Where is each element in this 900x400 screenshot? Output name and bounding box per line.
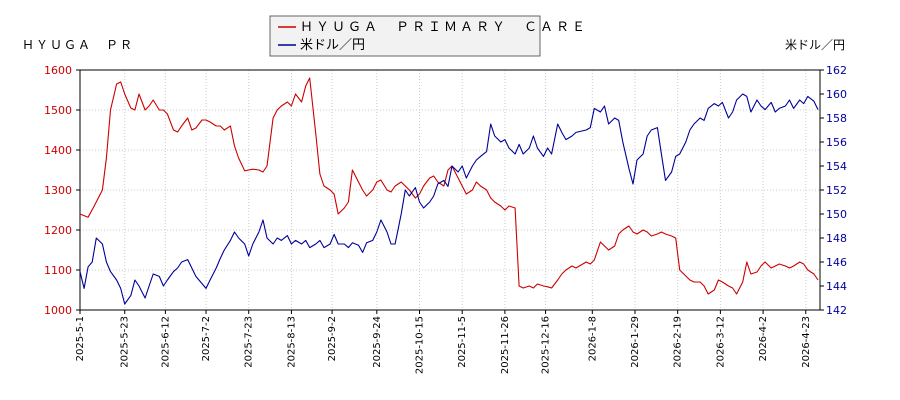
tick-label-right: 160 xyxy=(826,88,847,101)
tick-label-x: 2026-1-29 xyxy=(630,316,641,368)
tick-label-x: 2026-4-2 xyxy=(758,316,769,361)
tick-label-left: 1200 xyxy=(44,224,72,237)
series-line-hyuga xyxy=(79,77,819,295)
tick-label-left: 1100 xyxy=(44,264,72,277)
series-lines xyxy=(79,77,819,305)
tick-label-x: 2025-10-15 xyxy=(415,316,426,374)
tick-label-right: 146 xyxy=(826,256,847,269)
legend-label-hyuga: ＨＹＵＧＡ ＰＲＩＭＡＲＹ ＣＡＲＥ xyxy=(300,20,588,35)
tick-label-right: 142 xyxy=(826,304,847,317)
tick-label-x: 2025-8-13 xyxy=(286,316,297,368)
tick-label-x: 2025-9-2 xyxy=(327,316,338,361)
tick-label-right: 152 xyxy=(826,184,847,197)
tick-label-left: 1600 xyxy=(44,64,72,77)
tick-label-x: 2025-7-23 xyxy=(244,316,255,368)
tick-label-x: 2025-11-26 xyxy=(500,316,511,374)
chart-legend: ＨＹＵＧＡ ＰＲＩＭＡＲＹ ＣＡＲＥ 米ドル／円 xyxy=(269,15,588,57)
tick-label-left: 1000 xyxy=(44,304,72,317)
tick-label-x: 2025-12-16 xyxy=(541,316,552,374)
tick-label-right: 154 xyxy=(826,160,847,173)
left-axis-title: ＨＹＵＧＡ ＰＲ xyxy=(22,38,134,52)
tick-label-x: 2026-4-23 xyxy=(801,316,812,368)
tick-label-x: 2025-6-12 xyxy=(160,316,171,368)
tick-label-right: 162 xyxy=(826,64,847,77)
right-y-ticks: 142 144 146 148 150 152 154 156 158 160 162 xyxy=(820,64,847,317)
tick-label-x: 2025-7-2 xyxy=(201,316,212,361)
right-axis-title: 米ドル／円 xyxy=(785,38,845,52)
tick-label-x: 2025-9-24 xyxy=(372,316,383,368)
left-y-ticks: 1000 1100 1200 1300 1400 1500 1600 xyxy=(44,64,80,317)
tick-label-left: 1400 xyxy=(44,144,72,157)
legend-label-usdjpy: 米ドル／円 xyxy=(300,38,365,53)
grid-lines xyxy=(79,69,820,311)
tick-label-right: 150 xyxy=(826,208,847,221)
tick-label-x: 2026-1-8 xyxy=(587,316,598,361)
x-ticks: 2025-5-1 2025-5-23 2025-6-12 2025-7-2 2025-7… xyxy=(75,310,812,374)
tick-label-left: 1500 xyxy=(44,104,72,117)
tick-label-x: 2025-5-1 xyxy=(75,316,86,361)
tick-label-x: 2025-11-5 xyxy=(457,316,468,368)
series-line-usdjpy xyxy=(79,93,819,305)
tick-label-right: 144 xyxy=(826,280,847,293)
tick-label-right: 156 xyxy=(826,136,847,149)
tick-label-right: 158 xyxy=(826,112,847,125)
tick-label-x: 2026-3-12 xyxy=(715,316,726,368)
tick-label-x: 2025-5-23 xyxy=(120,316,131,368)
tick-label-right: 148 xyxy=(826,232,847,245)
tick-label-x: 2026-2-19 xyxy=(673,316,684,368)
tick-label-left: 1300 xyxy=(44,184,72,197)
